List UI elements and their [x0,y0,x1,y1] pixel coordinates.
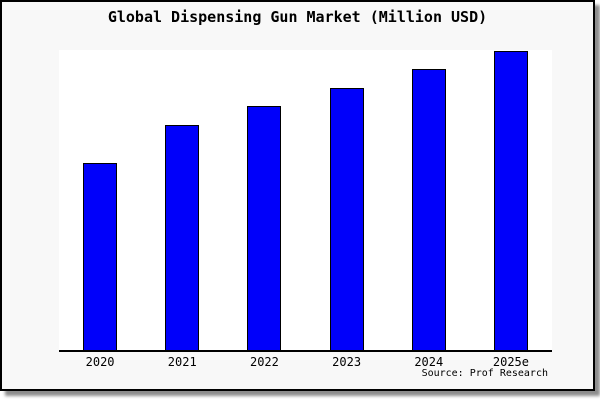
x-tick-label-2023: 2023 [332,355,362,369]
x-tick-label-2025e: 2025e [492,355,529,369]
x-tick-label-2022: 2022 [249,355,279,369]
bar-slot [59,50,141,350]
bar-slot [223,50,305,350]
bar-slot [306,50,388,350]
bar-2025e [493,51,528,350]
x-tick-label-2020: 2020 [85,355,115,369]
bar-2024 [411,69,446,350]
bar-slot [388,50,470,350]
x-tick-label-2024: 2024 [414,355,444,369]
x-tick-label-2021: 2021 [167,355,197,369]
bar-2020 [83,163,118,350]
bar-2022 [247,106,282,350]
bar-2023 [329,88,364,350]
bar-slot [470,50,552,350]
source-credit: Source: Prof Research [421,368,548,379]
x-axis-tick-labels: 2020 2021 2022 2023 2024 2025e [59,355,552,369]
chart-card: Global Dispensing Gun Market (Million US… [0,0,595,391]
bar-2021 [165,125,200,350]
plot-area [59,50,552,352]
bar-slot [141,50,223,350]
chart-title: Global Dispensing Gun Market (Million US… [107,8,488,26]
